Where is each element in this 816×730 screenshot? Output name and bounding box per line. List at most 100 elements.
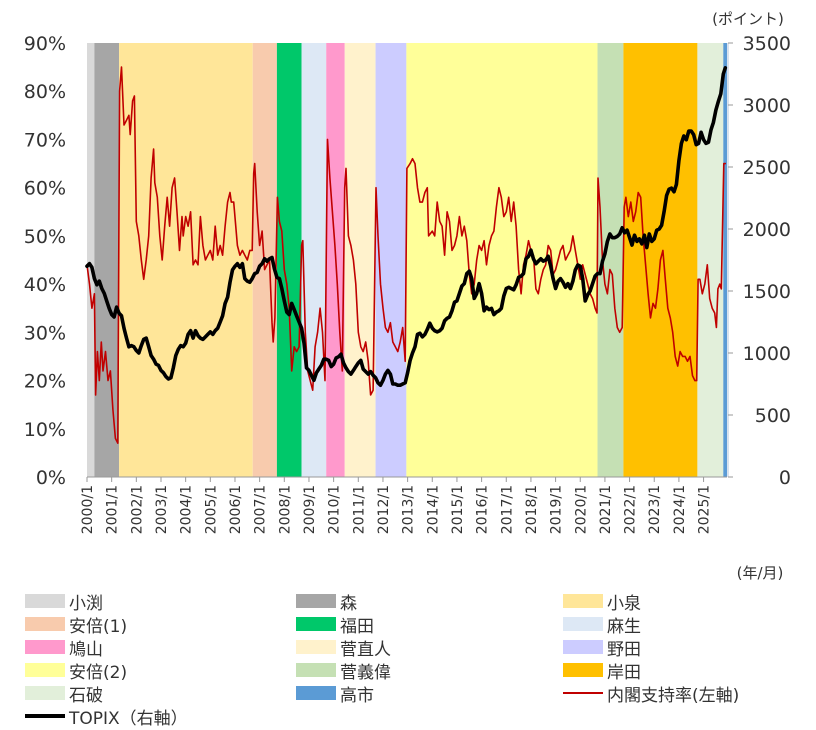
legend-item: 野田: [563, 635, 641, 660]
left-axis-tick-label: 60%: [24, 178, 66, 200]
x-axis-tick-label: 2025/1: [697, 485, 713, 534]
legend-swatch: [25, 640, 65, 654]
legend-line-swatch: [563, 692, 603, 694]
x-axis-tick-label: 2017/1: [499, 485, 515, 534]
legend-item: 小渕: [25, 589, 103, 614]
x-axis-tick-label: 2008/1: [277, 485, 293, 534]
legend-swatch: [563, 640, 603, 654]
right-axis-tick-label: 500: [755, 405, 791, 427]
chart-svg: 0 500 1000 1500 2000 2500 3000 3500 0% 10% 20% 30% 4…: [24, 10, 791, 582]
legend-item: TOPIX（右軸）: [25, 704, 188, 729]
legend-swatch: [296, 594, 336, 608]
chart-legend: 小渕 森 小泉安倍(1) 福田 麻生鳩山 菅直人 野田安倍(2) 菅義偉 岸田石破 高市 内閣支持率…: [0, 587, 816, 730]
legend-swatch: [563, 617, 603, 631]
legend-swatch: [296, 617, 336, 631]
x-axis-tick-label: 2024/1: [672, 485, 688, 534]
legend-item: 鳩山: [25, 635, 103, 660]
admin-band-14: [723, 43, 727, 477]
left-axis-tick-label: 20%: [24, 371, 66, 393]
legend-label: 高市: [340, 685, 374, 706]
x-axis-tick-label: 2015/1: [450, 485, 466, 534]
legend-item: 内閣支持率(左軸): [563, 681, 740, 706]
legend-swatch: [296, 640, 336, 654]
legend-label: 森: [340, 593, 357, 614]
admin-band-5: [276, 43, 302, 477]
right-axis-tick-label: 1500: [743, 281, 791, 303]
x-axis-tick-label: 2019/1: [549, 485, 565, 534]
legend-swatch: [25, 663, 65, 677]
legend-line-swatch: [25, 714, 65, 718]
left-axis-tick-label: 30%: [24, 322, 66, 344]
x-axis-tick-label: 2006/1: [228, 485, 244, 534]
legend-swatch: [25, 594, 65, 608]
topix-line: [85, 66, 728, 387]
legend-label: 菅直人: [340, 639, 391, 660]
x-axis-tick-label: 2018/1: [524, 485, 540, 534]
x-axis-tick-label: 2021/1: [598, 485, 614, 534]
legend-item: 小泉: [563, 589, 641, 614]
admin-band-3: [119, 43, 253, 477]
legend-label: 野田: [607, 639, 641, 660]
left-axis-tick-label: 40%: [24, 274, 66, 296]
x-axis-tick-label: 2004/1: [179, 485, 195, 534]
legend-label: 安倍(2): [69, 662, 128, 683]
right-axis-unit-label: (ポイント): [712, 10, 784, 28]
legend-label: 安倍(1): [69, 616, 128, 637]
legend-item: 麻生: [563, 612, 641, 637]
legend-label: 岸田: [607, 662, 641, 683]
x-axis-tick-label: 2020/1: [573, 485, 589, 534]
right-axis-tick-label: 2000: [743, 219, 791, 241]
legend-label: 菅義偉: [340, 662, 391, 683]
x-axis-tick-label: 2002/1: [129, 485, 145, 534]
legend-swatch: [563, 663, 603, 677]
x-axis-tick-label: 2014/1: [425, 485, 441, 534]
x-axis-tick-label: 2016/1: [475, 485, 491, 534]
admin-band-1: [87, 43, 95, 477]
x-axis-tick-label: 2023/1: [647, 485, 663, 534]
x-axis-tick-label: 2000/1: [80, 485, 96, 534]
legend-label: TOPIX（右軸）: [69, 708, 188, 729]
x-axis-tick-label: 2022/1: [623, 485, 639, 534]
legend-label: 小泉: [607, 593, 641, 614]
admin-band-13: [697, 43, 724, 477]
legend-label: 内閣支持率(左軸): [607, 685, 740, 706]
x-axis-tick-label: 2007/1: [253, 485, 269, 534]
right-axis-tick-label: 3500: [743, 33, 791, 55]
left-axis-tick-label: 90%: [24, 33, 66, 55]
x-axis-tick-label: 2010/1: [327, 485, 343, 534]
legend-item: 岸田: [563, 658, 641, 683]
x-axis-tick-label: 2013/1: [401, 485, 417, 534]
admin-band-10: [406, 43, 598, 477]
legend-label: 石破: [69, 685, 103, 706]
legend-swatch: [25, 686, 65, 700]
legend-item: 石破: [25, 681, 103, 706]
legend-item: 菅直人: [296, 635, 391, 660]
right-axis-tick-label: 3000: [743, 95, 791, 117]
x-axis-tick-label: 2011/1: [351, 485, 367, 534]
x-axis-tick-label: 2005/1: [203, 485, 219, 534]
legend-swatch: [25, 617, 65, 631]
legend-label: 麻生: [607, 616, 641, 637]
x-axis-tick-label: 2001/1: [105, 485, 121, 534]
x-axis-unit-label: (年/月): [737, 564, 784, 582]
legend-swatch: [296, 686, 336, 700]
legend-swatch: [563, 594, 603, 608]
legend-item: 安倍(2): [25, 658, 128, 683]
left-axis-tick-label: 50%: [24, 226, 66, 248]
left-axis-tick-label: 70%: [24, 129, 66, 151]
legend-label: 福田: [340, 616, 374, 637]
x-axis-tick-label: 2009/1: [302, 485, 318, 534]
legend-item: 菅義偉: [296, 658, 391, 683]
admin-band-2: [94, 43, 120, 477]
legend-label: 鳩山: [69, 639, 103, 660]
legend-item: 福田: [296, 612, 374, 637]
right-axis-tick-label: 0: [779, 467, 791, 489]
admin-band-6: [301, 43, 327, 477]
legend-item: 安倍(1): [25, 612, 128, 637]
admin-band-9: [375, 43, 407, 477]
x-axis-tick-label: 2003/1: [154, 485, 170, 534]
left-axis-tick-label: 0%: [36, 467, 66, 489]
legend-swatch: [296, 663, 336, 677]
admin-band-8: [344, 43, 376, 477]
left-axis-tick-label: 80%: [24, 81, 66, 103]
